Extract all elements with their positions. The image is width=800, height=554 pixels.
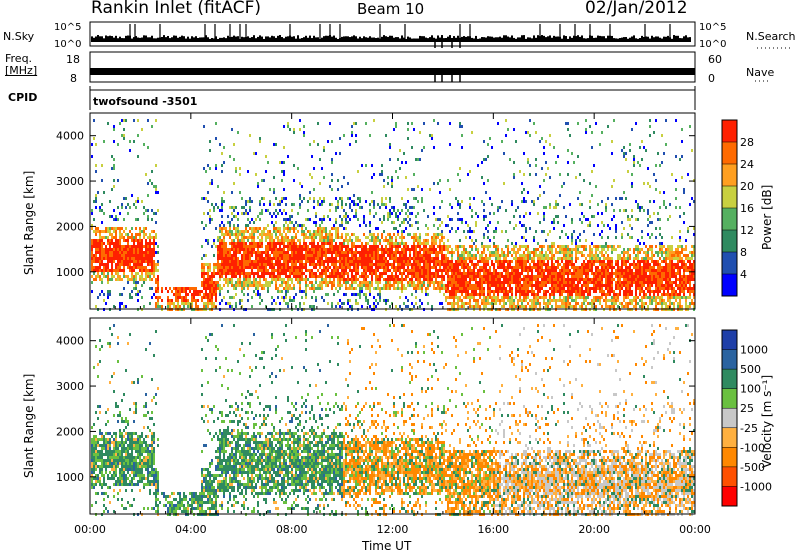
colorbar-segment	[722, 120, 737, 143]
colorbar-segment	[722, 274, 737, 297]
colorbar-segment	[722, 388, 737, 409]
colorbar-tick-label: -100	[740, 441, 765, 454]
x-tick-label: 00:00	[679, 523, 711, 536]
freq-tick-high: 18	[66, 53, 80, 66]
power-ylabel: Slant Range [km]	[22, 170, 36, 275]
colorbar-segment	[722, 408, 737, 429]
y-tick-label: 4000	[56, 335, 84, 348]
nsearch-label: N.Search	[746, 30, 796, 43]
freq-tick-low: 8	[70, 72, 77, 85]
beam-title: Beam 10	[357, 0, 425, 18]
colorbar-segment	[722, 142, 737, 165]
count-tick-high-left: 10^5	[54, 22, 82, 33]
x-tick-label: 00:00	[74, 523, 106, 536]
colorbar-tick-label: 28	[740, 136, 754, 149]
colorbar-segment	[722, 186, 737, 209]
freq-unit-label: [MHz]	[5, 64, 38, 77]
power-colorbar: 28 24 20 16 12 8 4	[721, 119, 754, 297]
freq-band	[90, 68, 695, 75]
colorbar-tick-label: -1000	[740, 480, 772, 493]
power-panel	[91, 119, 695, 311]
y-tick-label: 2000	[56, 220, 84, 233]
colorbar-segment	[722, 447, 737, 468]
nave-tick-low: 0	[708, 72, 715, 85]
freq-label: Freq.	[5, 52, 33, 65]
y-tick-label: 3000	[56, 380, 84, 393]
velocity-colorbar-label: Velocity [m s⁻¹]	[760, 374, 774, 468]
date-title: 02/Jan/2012	[585, 0, 688, 18]
y-tick-label: 1000	[56, 471, 84, 484]
x-tick-label: 16:00	[477, 523, 509, 536]
colorbar-segment	[722, 330, 737, 351]
velocity-ylabel: Slant Range [km]	[22, 373, 36, 478]
colorbar-tick-label: 25	[740, 402, 754, 415]
x-tick-label: 20:00	[578, 523, 610, 536]
colorbar-tick-label: 16	[740, 202, 754, 215]
x-tick-label: 12:00	[377, 523, 409, 536]
colorbar-segment	[722, 208, 737, 231]
colorbar-tick-label: 4	[740, 268, 747, 281]
nave-tick-high: 60	[708, 53, 722, 66]
nsky-label: N.Sky	[3, 30, 35, 43]
count-tick-high-right: 10^5	[699, 22, 727, 33]
colorbar-segment	[722, 164, 737, 187]
freq-markers	[434, 74, 461, 82]
colorbar-segment	[722, 486, 737, 507]
velocity-panel	[91, 324, 695, 516]
count-panel	[89, 21, 696, 48]
colorbar-tick-label: 8	[740, 246, 747, 259]
colorbar-tick-label: 500	[740, 363, 761, 376]
x-axis-label: Time UT	[362, 539, 412, 553]
y-tick-label: 2000	[56, 425, 84, 438]
colorbar-segment	[722, 466, 737, 487]
colorbar-segment	[722, 230, 737, 253]
colorbar-tick-label: -500	[740, 461, 765, 474]
station-title: Rankin Inlet (fitACF)	[91, 0, 262, 18]
cpid-value: twofsound -3501	[93, 95, 198, 108]
colorbar-tick-label: 12	[740, 224, 754, 237]
count-tick-low-right: 10^0	[699, 39, 727, 50]
y-tick-label: 3000	[56, 175, 84, 188]
velocity-colorbar: 1000 500 100 25 -25 -100 -500 -1000	[721, 329, 772, 507]
x-tick-label: 08:00	[276, 523, 308, 536]
colorbar-segment	[722, 252, 737, 275]
freq-panel	[89, 51, 696, 83]
colorbar-tick-label: -25	[740, 422, 758, 435]
colorbar-tick-label: 24	[740, 158, 754, 171]
count-bars	[91, 24, 691, 48]
colorbar-tick-label: 1000	[740, 344, 768, 357]
power-colorbar-label: Power [dB]	[760, 184, 774, 250]
axes: 00:00 04:00 08:00 12:00 16:00 20:00 00:00 1000 2…	[56, 113, 711, 536]
colorbar-segment	[722, 349, 737, 370]
colorbar-tick-label: 100	[740, 383, 761, 396]
nave-label: Nave	[746, 66, 775, 79]
count-tick-low-left: 10^0	[54, 39, 82, 50]
colorbar-segment	[722, 427, 737, 448]
cpid-label: CPID	[8, 91, 38, 104]
y-tick-label: 1000	[56, 266, 84, 279]
colorbar-tick-label: 20	[740, 180, 754, 193]
y-tick-label: 4000	[56, 130, 84, 143]
x-tick-label: 04:00	[175, 523, 207, 536]
colorbar-segment	[722, 369, 737, 390]
